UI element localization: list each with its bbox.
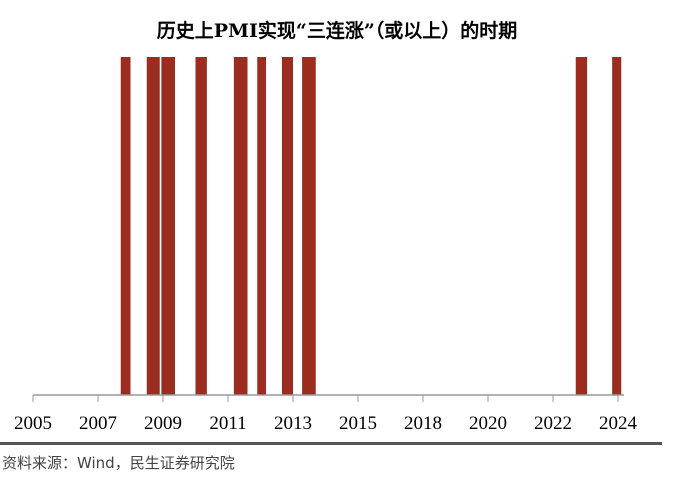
- bar-period-3: [195, 57, 207, 395]
- x-tick-label: 2009: [144, 413, 182, 434]
- x-tick-label: 2007: [79, 413, 117, 434]
- chart: 2005 2007 2009 2011 2013 2015 2018 2020 2022 2024: [14, 57, 638, 434]
- bar-period-1: [146, 57, 160, 395]
- source-note: 资料来源：Wind，民生证券研究院: [2, 454, 235, 472]
- divider: [0, 442, 662, 445]
- x-tick-label: 2024: [599, 413, 638, 434]
- x-tick-label: 2013: [274, 413, 312, 434]
- x-tick-label: 2018: [404, 413, 442, 434]
- bar-period-9: [612, 57, 622, 395]
- bar-period-4: [233, 57, 248, 395]
- bar-period-6: [281, 57, 293, 395]
- x-tick-label: 2022: [534, 413, 572, 434]
- bar-period-7: [302, 57, 316, 395]
- bar-period-2: [161, 57, 176, 395]
- bar-period-8: [575, 57, 588, 395]
- x-tick-label: 2005: [14, 413, 52, 434]
- bar-period-5: [257, 57, 267, 395]
- x-tick-label: 2020: [469, 413, 507, 434]
- bar-period-0: [120, 57, 131, 395]
- x-tick-label: 2015: [339, 413, 377, 434]
- chart-title: 历史上PMI实现“三连涨”（或以上）的时期: [156, 20, 518, 42]
- x-tick-label: 2011: [209, 413, 246, 434]
